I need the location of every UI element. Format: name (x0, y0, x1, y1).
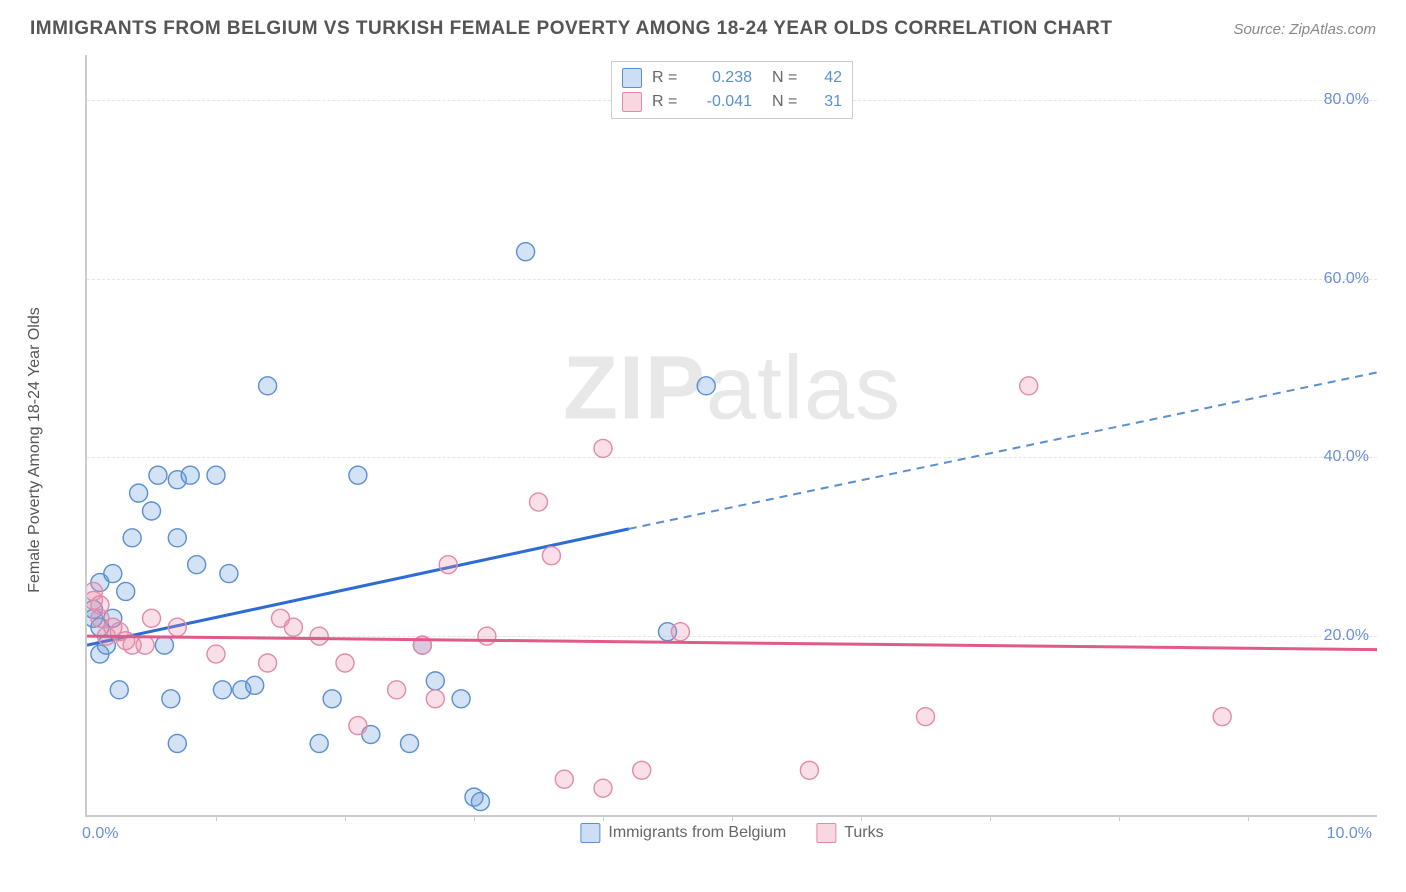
data-point (671, 623, 689, 641)
data-point (471, 793, 489, 811)
data-point (323, 690, 341, 708)
data-point (800, 761, 818, 779)
regression-line-dashed (629, 372, 1377, 528)
data-point (155, 636, 173, 654)
r-label: R = (652, 93, 682, 111)
data-point (259, 377, 277, 395)
data-point (168, 734, 186, 752)
x-tick (732, 815, 733, 821)
source-label: Source: ZipAtlas.com (1233, 21, 1376, 38)
data-point (168, 529, 186, 547)
data-point (220, 565, 238, 583)
swatch-pink-icon (816, 823, 836, 843)
data-point (336, 654, 354, 672)
n-value-pink: 31 (812, 93, 842, 111)
n-value-blue: 42 (812, 69, 842, 87)
legend-label-pink: Turks (844, 824, 883, 842)
data-point (246, 676, 264, 694)
series-legend: Immigrants from Belgium Turks (580, 823, 883, 843)
legend-item-blue: Immigrants from Belgium (580, 823, 786, 843)
data-point (478, 627, 496, 645)
data-point (213, 681, 231, 699)
data-point (91, 596, 109, 614)
data-point (104, 565, 122, 583)
x-tick (603, 815, 604, 821)
x-tick (990, 815, 991, 821)
data-point (1213, 708, 1231, 726)
data-point (426, 690, 444, 708)
data-point (439, 556, 457, 574)
data-point (117, 582, 135, 600)
x-tick (861, 815, 862, 821)
page-title: IMMIGRANTS FROM BELGIUM VS TURKISH FEMAL… (30, 18, 1113, 40)
r-label: R = (652, 69, 682, 87)
n-label: N = (772, 69, 802, 87)
y-axis-label: Female Poverty Among 18-24 Year Olds (26, 307, 44, 593)
data-point (517, 243, 535, 261)
x-tick-label: 0.0% (82, 825, 118, 843)
data-point (697, 377, 715, 395)
data-point (633, 761, 651, 779)
x-tick (1119, 815, 1120, 821)
x-tick (345, 815, 346, 821)
r-value-pink: -0.041 (692, 93, 752, 111)
correlation-legend: R = 0.238 N = 42 R = -0.041 N = 31 (611, 61, 853, 119)
data-point (349, 466, 367, 484)
data-point (110, 681, 128, 699)
scatter-svg (87, 55, 1377, 815)
data-point (162, 690, 180, 708)
regression-line (87, 636, 1377, 649)
swatch-blue-icon (580, 823, 600, 843)
r-value-blue: 0.238 (692, 69, 752, 87)
data-point (349, 717, 367, 735)
data-point (181, 466, 199, 484)
legend-row-pink: R = -0.041 N = 31 (622, 90, 842, 114)
x-tick (474, 815, 475, 821)
data-point (401, 734, 419, 752)
data-point (168, 618, 186, 636)
data-point (188, 556, 206, 574)
data-point (123, 529, 141, 547)
legend-label-blue: Immigrants from Belgium (608, 824, 786, 842)
legend-row-blue: R = 0.238 N = 42 (622, 66, 842, 90)
n-label: N = (772, 93, 802, 111)
data-point (555, 770, 573, 788)
x-tick-label: 10.0% (1327, 825, 1372, 843)
data-point (130, 484, 148, 502)
data-point (310, 734, 328, 752)
data-point (143, 502, 161, 520)
data-point (594, 779, 612, 797)
data-point (917, 708, 935, 726)
data-point (426, 672, 444, 690)
swatch-pink-icon (622, 92, 642, 112)
plot-area: ZIPatlas R = 0.238 N = 42 R = -0.041 N =… (85, 55, 1377, 817)
data-point (388, 681, 406, 699)
legend-item-pink: Turks (816, 823, 883, 843)
data-point (1020, 377, 1038, 395)
x-tick (1248, 815, 1249, 821)
data-point (207, 466, 225, 484)
data-point (136, 636, 154, 654)
x-tick (216, 815, 217, 821)
data-point (542, 547, 560, 565)
data-point (149, 466, 167, 484)
data-point (452, 690, 470, 708)
data-point (530, 493, 548, 511)
chart-container: Female Poverty Among 18-24 Year Olds ZIP… (50, 55, 1386, 845)
data-point (310, 627, 328, 645)
swatch-blue-icon (622, 68, 642, 88)
data-point (207, 645, 225, 663)
data-point (284, 618, 302, 636)
data-point (259, 654, 277, 672)
data-point (594, 439, 612, 457)
data-point (143, 609, 161, 627)
